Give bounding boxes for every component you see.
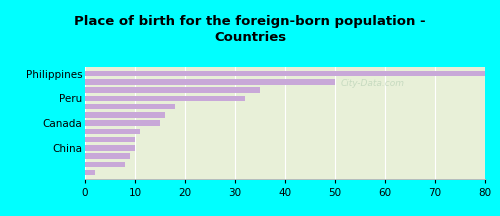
Bar (85, 79, 335, 84)
Bar (85, 96, 245, 101)
Text: City-Data.com: City-Data.com (341, 79, 405, 88)
Bar (85, 112, 165, 118)
Bar (85, 137, 135, 142)
Bar (85, 129, 140, 134)
Bar (85, 145, 135, 151)
Bar (85, 121, 160, 126)
Bar (85, 154, 130, 159)
Bar (85, 104, 175, 109)
Bar (85, 170, 95, 175)
Bar (85, 162, 125, 167)
Bar (85, 71, 485, 76)
Text: Place of birth for the foreign-born population -
Countries: Place of birth for the foreign-born popu… (74, 15, 426, 44)
Bar (85, 87, 260, 93)
